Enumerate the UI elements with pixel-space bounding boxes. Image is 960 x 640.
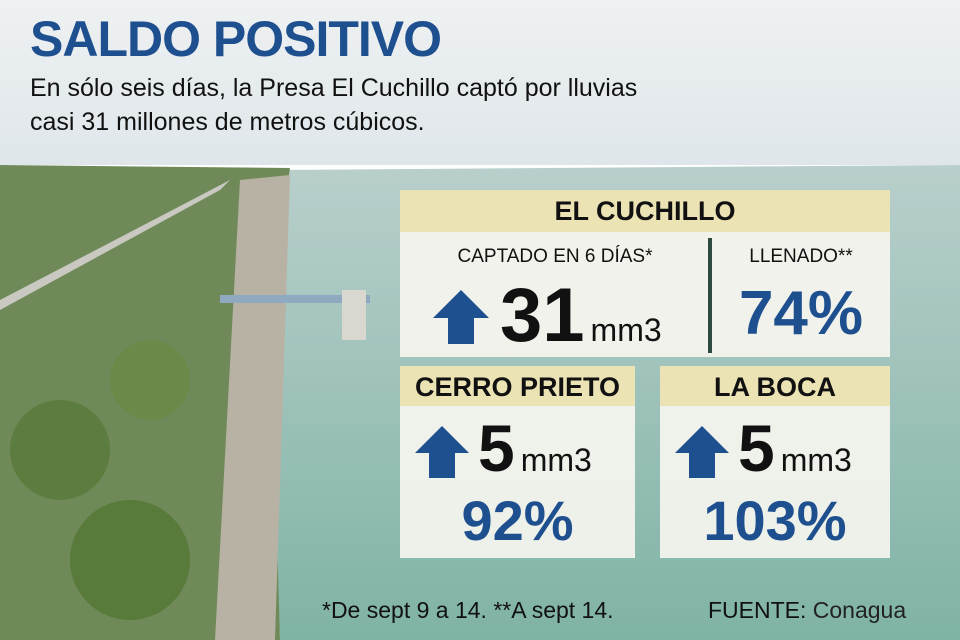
- card-name: LA BOCA: [660, 366, 890, 406]
- captured-label: CAPTADO EN 6 DÍAS*: [457, 246, 653, 267]
- captured-value: 31: [500, 273, 585, 358]
- card-name: CERRO PRIETO: [400, 366, 635, 406]
- unit: mm3: [520, 442, 592, 478]
- card-name: EL CUCHILLO: [400, 190, 890, 232]
- subtitle-line: casi 31 millones de metros cúbicos.: [30, 108, 425, 136]
- filled-value: 92%: [461, 489, 574, 552]
- filled-label: LLENADO**: [749, 246, 853, 267]
- captured: 31 mm3: [500, 272, 662, 359]
- up-arrow: [675, 426, 729, 478]
- card-la-boca: LA BOCA 5 mm3 103%: [660, 366, 890, 558]
- card-cerro-prieto: CERRO PRIETO 5 mm3 92%: [400, 366, 635, 558]
- up-arrow: [415, 426, 469, 478]
- filled-value: 74%: [738, 279, 864, 348]
- divider: [708, 238, 712, 353]
- source-label: FUENTE:: [708, 597, 807, 623]
- title: SALDO POSITIVO: [30, 11, 442, 67]
- footnote: *De sept 9 a 14. **A sept 14.: [322, 597, 614, 623]
- up-arrow: [433, 290, 489, 344]
- subtitle-line: En sólo seis días, la Presa El Cuchillo …: [30, 74, 638, 102]
- source-name: Conagua: [812, 597, 907, 623]
- captured-value: 5: [738, 411, 775, 485]
- card-el-cuchillo: EL CUCHILLO CAPTADO EN 6 DÍAS* 31 mm3 LLE…: [400, 190, 890, 359]
- captured-value: 5: [478, 411, 515, 485]
- filled-value: 103%: [703, 489, 847, 552]
- captured: 5 mm3: [738, 410, 852, 486]
- unit: mm3: [590, 312, 662, 348]
- captured: 5 mm3: [478, 410, 592, 486]
- unit: mm3: [780, 442, 852, 478]
- source: FUENTE: Conagua: [708, 597, 906, 624]
